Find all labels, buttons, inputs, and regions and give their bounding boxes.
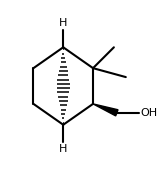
Polygon shape <box>93 104 118 116</box>
Text: H: H <box>59 18 67 28</box>
Text: OH: OH <box>141 108 158 118</box>
Text: H: H <box>59 144 67 154</box>
